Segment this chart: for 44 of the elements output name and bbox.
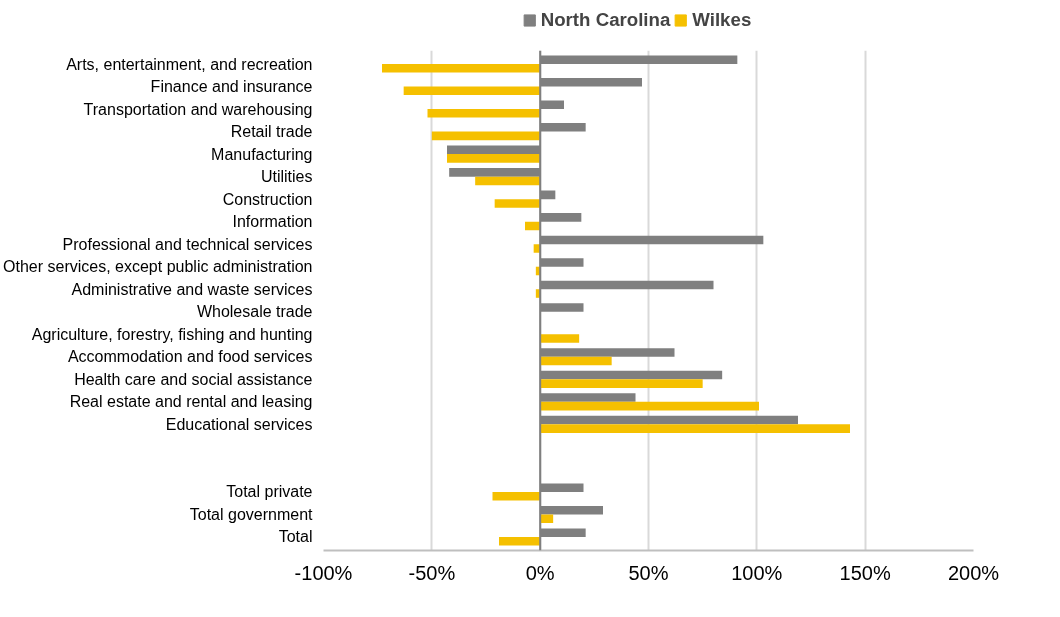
y-tick-label: Construction [222,190,313,208]
y-tick-label: Professional and technical services [62,235,313,253]
bar [475,176,541,186]
bar [431,131,541,141]
x-tick-label: 150% [839,561,891,584]
bar [540,401,759,411]
bar [447,154,541,163]
bar [382,64,541,73]
legend-label: North Carolina [540,9,671,31]
y-tick-label: Total [278,528,313,546]
y-tick-label: Manufacturing [211,145,313,163]
bar [427,109,541,118]
y-tick-label: Arts, entertainment, and recreation [66,55,313,73]
y-tick-label: Other services, except public administration [3,258,313,276]
y-tick-label: Total private [226,483,313,501]
bar [403,86,541,96]
y-tick-label: Total government [189,505,314,523]
y-tick-label: Utilities [260,168,313,186]
x-tick-label: 0% [525,561,555,584]
x-tick-label: 50% [628,561,669,584]
bar [499,536,541,546]
bar [492,491,541,501]
bar [540,424,850,433]
y-tick-label: Retail trade [230,123,313,141]
legend-label: Wilkes [692,9,752,31]
x-tick-label: -50% [408,561,456,584]
x-tick-label: 200% [947,561,1000,584]
bar [540,514,554,524]
bar [494,199,541,208]
y-tick-label: Finance and insurance [150,78,313,96]
y-tick-label: Agriculture, forestry, fishing and hunting [31,325,313,343]
y-tick-label: Educational services [165,415,313,433]
y-tick-label: Real estate and rental and leasing [69,393,313,411]
x-tick-label: -100% [294,561,353,584]
y-tick-label: Accommodation and food services [67,348,313,366]
bar [540,356,612,366]
y-tick-label: Information [232,213,313,231]
y-tick-label: Health care and social assistance [74,370,313,388]
y-tick-label: Transportation and warehousing [83,100,313,118]
bar [540,379,703,388]
y-tick-label: Wholesale trade [196,303,313,321]
y-tick-label: Administrative and waste services [71,280,313,298]
bar [540,334,580,343]
x-tick-label: 100% [731,561,783,584]
